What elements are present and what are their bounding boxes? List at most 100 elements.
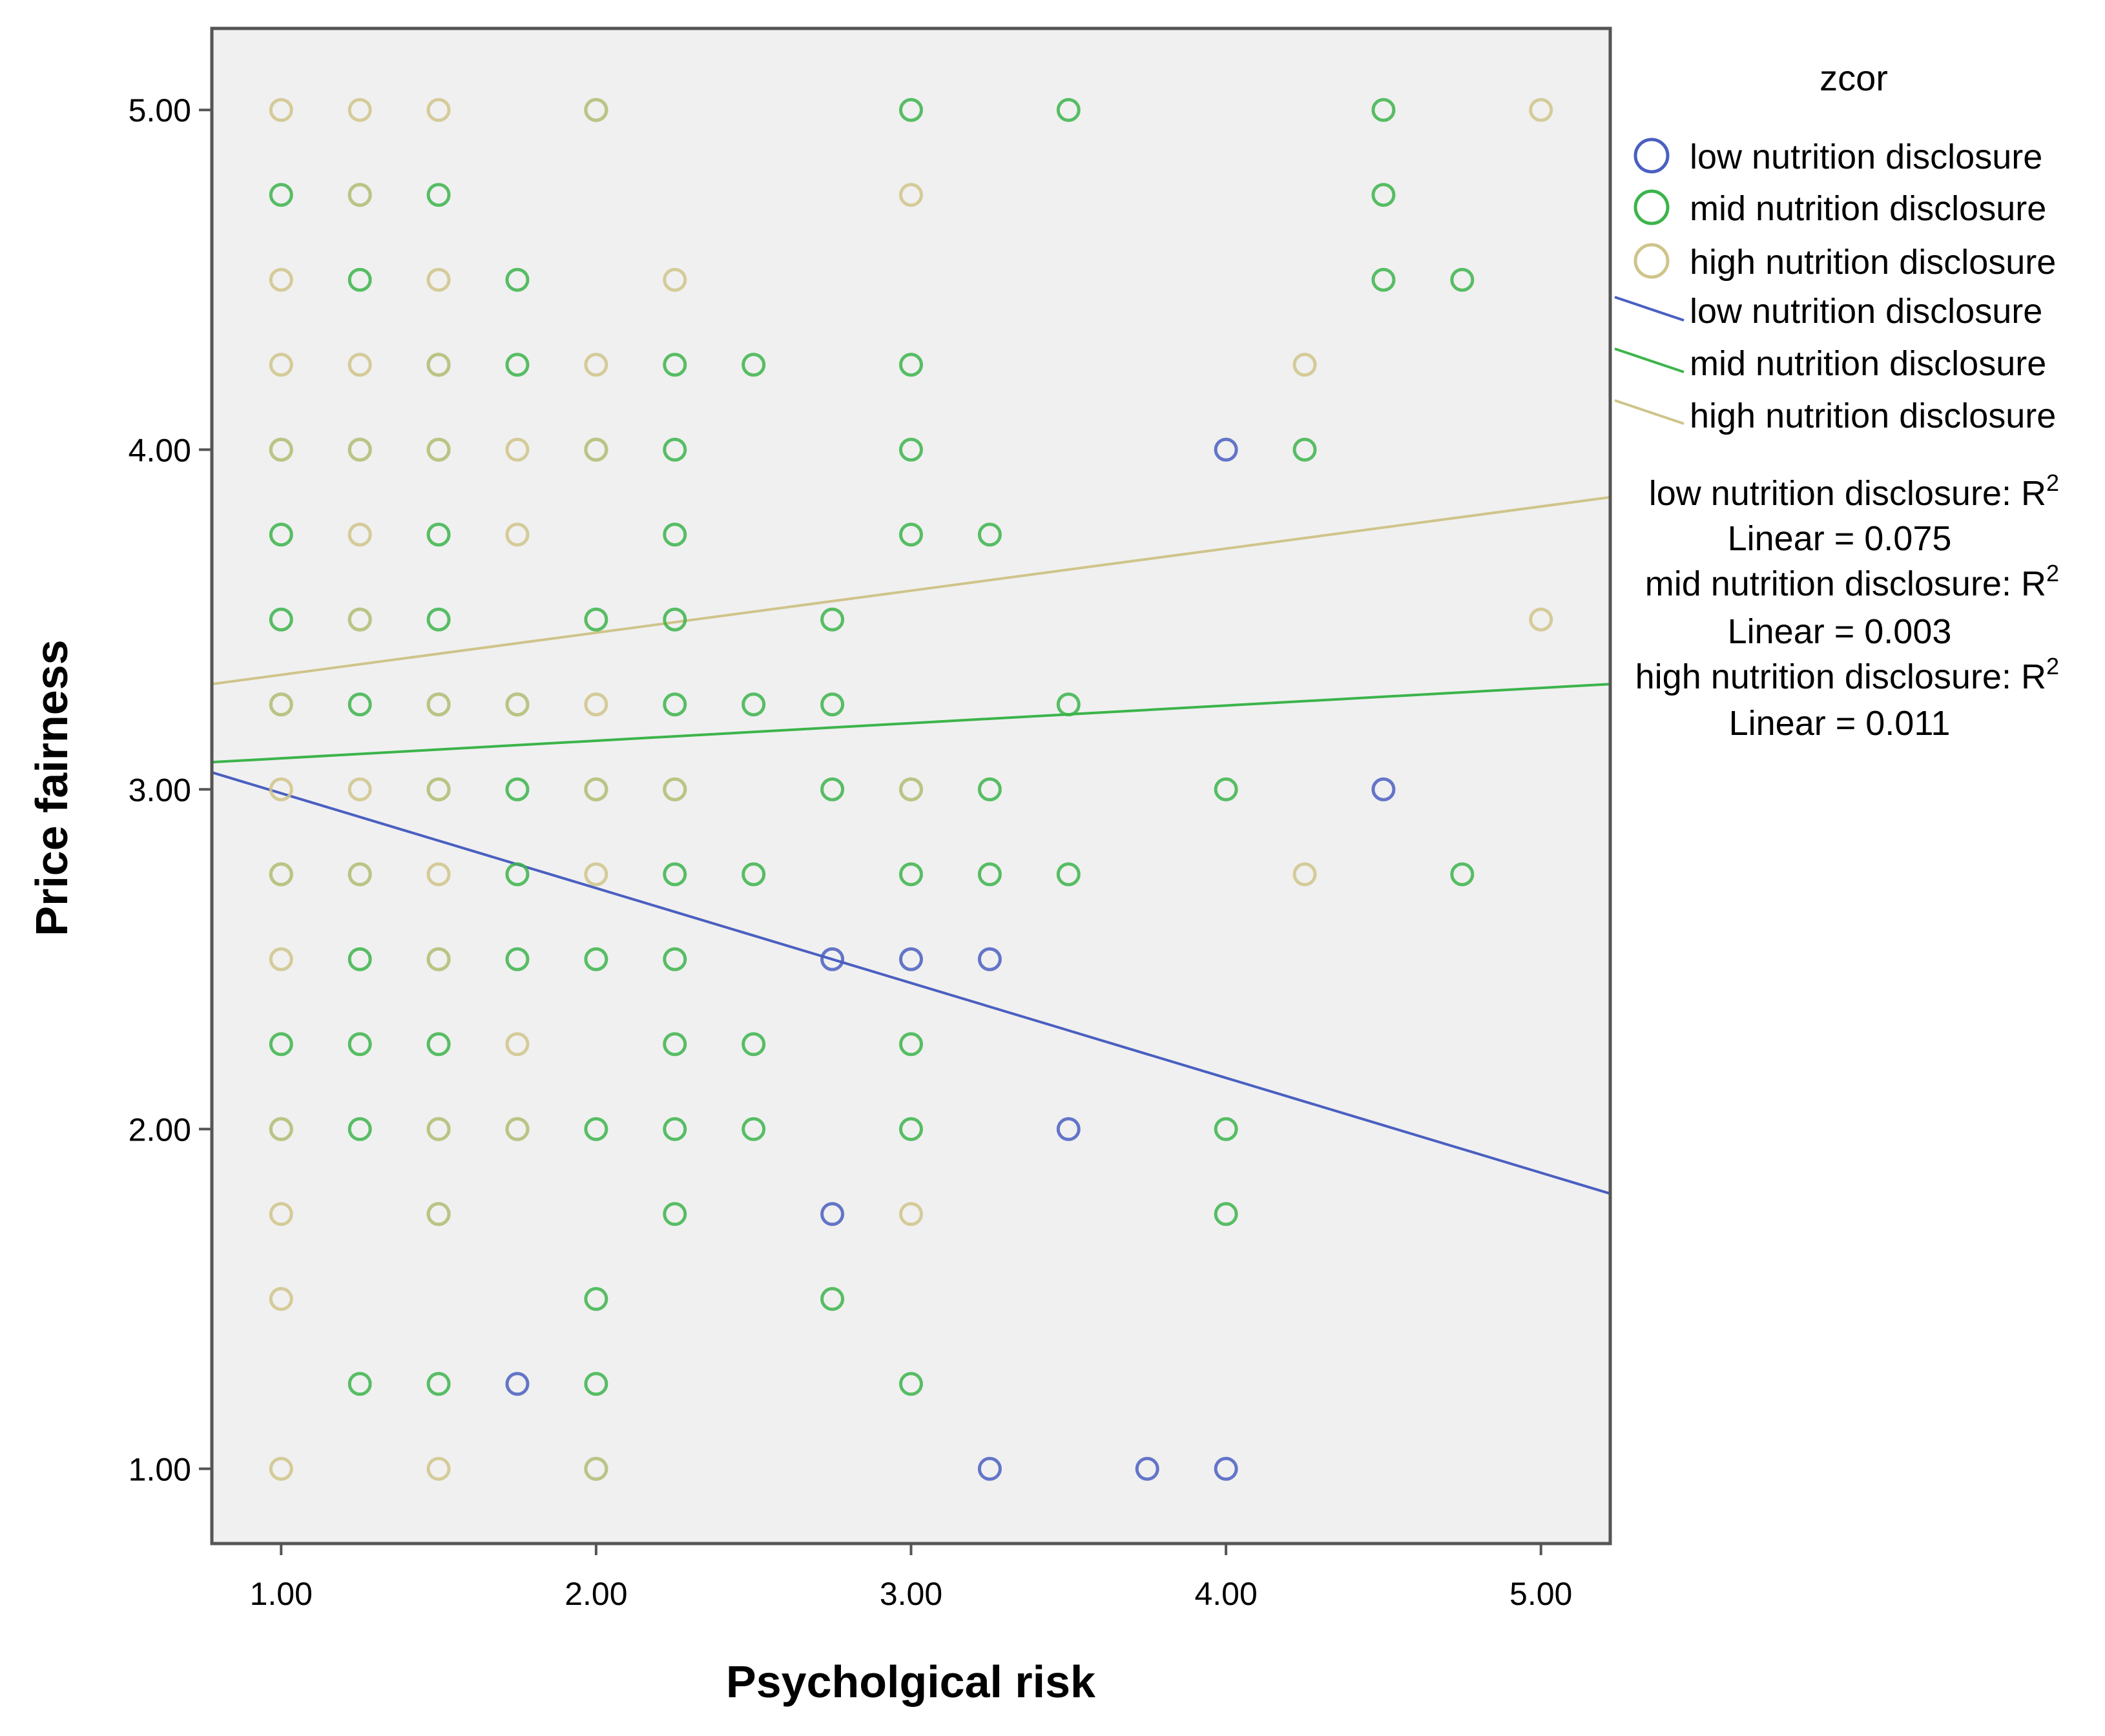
point-mid (269, 1032, 293, 1057)
point-mid (347, 267, 372, 292)
point-high (269, 98, 293, 122)
point-high (505, 1032, 530, 1057)
point-mid (820, 777, 845, 801)
point-mid (1371, 267, 1396, 292)
point-high (426, 1202, 451, 1226)
point-mid (741, 1032, 766, 1057)
point-high (426, 1456, 451, 1481)
point-low (1214, 1456, 1238, 1481)
point-high (584, 777, 608, 801)
point-mid (977, 862, 1002, 887)
y-tick-label: 4.00 (129, 432, 191, 468)
point-mid (1214, 1117, 1238, 1141)
point-mid (269, 607, 293, 632)
point-mid (347, 692, 372, 717)
point-mid (347, 1032, 372, 1057)
point-low (1214, 437, 1238, 462)
point-mid (899, 1372, 923, 1396)
y-tick-label: 3.00 (129, 772, 191, 808)
point-mid (741, 353, 766, 377)
point-mid (1450, 267, 1475, 292)
point-high (269, 862, 293, 887)
point-high (663, 777, 687, 801)
y-tick-label: 5.00 (129, 92, 191, 129)
point-mid (1292, 437, 1317, 462)
point-high (1292, 862, 1317, 887)
point-mid (269, 183, 293, 207)
point-high (269, 777, 293, 801)
fit-line-low (211, 771, 1611, 1195)
point-high (426, 1117, 451, 1141)
point-mid (426, 607, 451, 632)
point-mid (426, 1372, 451, 1396)
point-high (505, 522, 530, 547)
y-tick-label: 2.00 (129, 1111, 191, 1148)
point-mid (663, 607, 687, 632)
point-high (899, 183, 923, 207)
point-high (347, 607, 372, 632)
point-low (977, 947, 1002, 971)
legend-marker-low (1633, 138, 1670, 174)
legend: zcor low nutrition disclosure mid nutrit… (1614, 57, 2059, 743)
point-mid (663, 947, 687, 971)
point-mid (663, 353, 687, 377)
r2-mid-value: Linear = 0.003 (1728, 612, 1952, 651)
fit-lines (211, 495, 1611, 1195)
point-high (426, 267, 451, 292)
legend-label-marker-mid: mid nutrition disclosure (1690, 189, 2046, 228)
point-high (426, 947, 451, 971)
point-high (426, 692, 451, 717)
point-high (347, 437, 372, 462)
point-high (347, 98, 372, 122)
y-axis-title: Price fairness (26, 639, 77, 936)
point-mid (505, 267, 530, 292)
point-mid (1056, 692, 1081, 717)
x-tick-label: 5.00 (1509, 1576, 1572, 1612)
point-mid (741, 1117, 766, 1141)
point-low (1056, 1117, 1081, 1141)
point-mid (663, 1202, 687, 1226)
legend-label-marker-low: low nutrition disclosure (1690, 138, 2042, 176)
point-mid (347, 1117, 372, 1141)
legend-marker-high (1633, 243, 1670, 279)
point-mid (899, 1032, 923, 1057)
point-mid (584, 947, 608, 971)
point-high (347, 353, 372, 377)
point-low (899, 947, 923, 971)
point-mid (426, 522, 451, 547)
x-tick-label: 2.00 (565, 1576, 627, 1612)
point-low (820, 947, 845, 971)
point-mid (1214, 777, 1238, 801)
point-mid (741, 862, 766, 887)
r2-low-value: Linear = 0.075 (1728, 519, 1952, 558)
point-high (347, 862, 372, 887)
point-mid (663, 437, 687, 462)
point-high (269, 1117, 293, 1141)
point-mid (899, 1117, 923, 1141)
point-high (269, 1456, 293, 1481)
point-mid (1371, 183, 1396, 207)
point-high (505, 437, 530, 462)
point-mid (741, 692, 766, 717)
r2-mid-label: mid nutrition disclosure: R2 (1645, 560, 2059, 603)
r2-high-label: high nutrition disclosure: R2 (1635, 653, 2059, 696)
point-mid (584, 1286, 608, 1311)
point-high (269, 353, 293, 377)
point-high (269, 267, 293, 292)
fit-line-mid (211, 683, 1611, 764)
point-mid (584, 607, 608, 632)
point-mid (426, 183, 451, 207)
point-high (1292, 353, 1317, 377)
point-mid (663, 862, 687, 887)
point-mid (663, 692, 687, 717)
x-tick-label: 1.00 (250, 1576, 313, 1612)
legend-line-mid (1614, 347, 1685, 373)
point-high (269, 947, 293, 971)
point-mid (899, 862, 923, 887)
x-tick-label: 4.00 (1194, 1576, 1257, 1612)
point-mid (1214, 1202, 1238, 1226)
point-high (505, 692, 530, 717)
point-mid (899, 98, 923, 122)
point-high (1529, 607, 1553, 632)
legend-line-high (1614, 399, 1685, 425)
